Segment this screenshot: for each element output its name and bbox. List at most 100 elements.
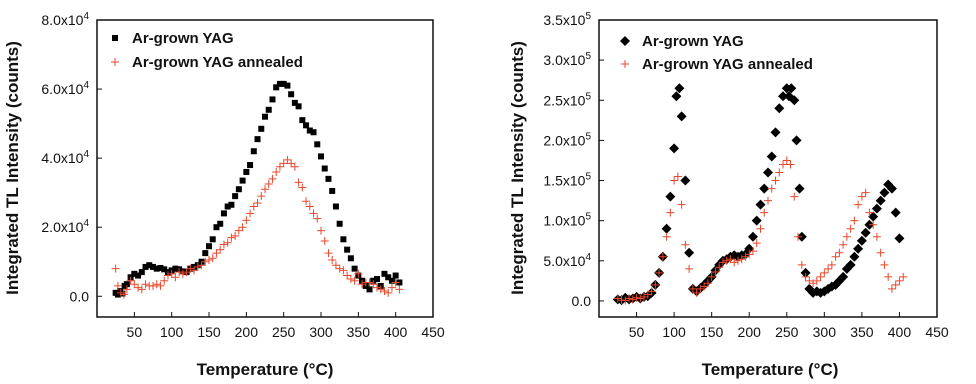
right-x-axis-label: Temperature (°C) xyxy=(702,360,839,379)
left-point-series2 xyxy=(294,177,304,187)
left-point-series2 xyxy=(155,281,165,291)
right-point-series2 xyxy=(887,284,897,294)
right-point-series2 xyxy=(677,200,687,210)
left-point-series2 xyxy=(159,276,169,286)
left-point-series1 xyxy=(265,106,272,113)
right-x-tick-label: 350 xyxy=(850,324,874,340)
left-point-series2 xyxy=(208,253,218,263)
right-point-series1 xyxy=(684,247,695,258)
left-point-series1 xyxy=(284,82,291,89)
left-x-tick-label: 50 xyxy=(127,324,143,340)
right-point-series1 xyxy=(671,91,682,102)
left-point-series1 xyxy=(340,236,347,243)
right-y-tick-label: 5.0x104 xyxy=(543,252,591,269)
right-point-series1 xyxy=(770,127,781,138)
right-point-series2 xyxy=(759,208,769,218)
right-point-series2 xyxy=(673,172,683,182)
left-point-series2 xyxy=(204,255,214,265)
left-point-series2 xyxy=(211,248,221,258)
left-x-tick-label: 250 xyxy=(272,324,296,340)
right-x-tick-label: 300 xyxy=(813,324,837,340)
right-point-series1 xyxy=(669,143,680,154)
left-point-series1 xyxy=(303,122,310,129)
right-x-tick-label: 250 xyxy=(775,324,799,340)
chart-left: 50 100 150 200 250 300 350 400 450 0.0 2.0x104 4.0x… xyxy=(3,11,445,379)
right-point-series2 xyxy=(684,264,694,274)
left-point-series1 xyxy=(344,246,351,253)
left-point-series1 xyxy=(329,187,336,194)
left-point-series2 xyxy=(249,201,259,211)
right-point-series2 xyxy=(834,248,844,258)
right-point-series2 xyxy=(755,224,765,234)
right-point-series2 xyxy=(819,268,829,278)
left-point-series2 xyxy=(383,288,393,298)
left-point-series1 xyxy=(250,148,257,155)
left-point-series2 xyxy=(226,233,236,243)
left-point-series1 xyxy=(336,220,343,227)
left-point-series2 xyxy=(331,260,341,270)
right-point-series2 xyxy=(680,240,690,250)
right-legend-label-annealed: Ar-grown YAG annealed xyxy=(642,56,813,73)
left-point-series1 xyxy=(366,286,373,293)
left-x-tick-label: 100 xyxy=(160,324,184,340)
left-legend: Ar-grown YAG Ar-grown YAG annealed xyxy=(110,30,303,71)
left-point-series2 xyxy=(305,201,315,211)
left-point-series2 xyxy=(309,208,319,218)
right-y-axis-label: Integrated TL Intensity (counts) xyxy=(508,41,527,295)
right-point-series1 xyxy=(674,83,685,94)
right-point-series2 xyxy=(846,224,856,234)
right-x-tick-label: 150 xyxy=(700,324,724,340)
left-x-tick-label: 350 xyxy=(347,324,371,340)
right-point-series1 xyxy=(894,233,905,244)
left-legend-marker-ar-grown xyxy=(112,35,118,41)
left-point-series1 xyxy=(119,290,126,297)
right-y-tick-label: 0.0 xyxy=(572,293,592,309)
right-x-tick-label: 50 xyxy=(629,324,645,340)
left-point-series2 xyxy=(245,208,255,218)
left-point-series2 xyxy=(323,248,333,258)
right-point-series2 xyxy=(774,168,784,178)
left-point-series2 xyxy=(275,162,285,172)
right-point-series2 xyxy=(763,196,773,206)
right-point-series2 xyxy=(665,208,675,218)
left-y-tick-label: 0.0 xyxy=(70,288,90,304)
right-point-series2 xyxy=(767,184,777,194)
right-y-tick-label: 2.0x105 xyxy=(543,131,591,148)
left-point-series2 xyxy=(312,214,322,224)
left-point-series2 xyxy=(148,281,158,291)
right-point-series1 xyxy=(759,183,770,194)
left-point-series1 xyxy=(295,103,302,110)
left-x-tick-label: 200 xyxy=(235,324,259,340)
left-plot-frame xyxy=(96,19,434,318)
left-point-series1 xyxy=(332,203,339,210)
left-point-series1 xyxy=(288,91,295,98)
left-point-series1 xyxy=(351,265,358,272)
left-point-series1 xyxy=(299,117,306,124)
right-point-series1 xyxy=(680,175,691,186)
right-point-series2 xyxy=(662,232,672,242)
left-point-series1 xyxy=(374,276,380,283)
left-point-series2 xyxy=(282,155,292,165)
left-point-series2 xyxy=(264,179,274,189)
left-point-series2 xyxy=(394,284,404,294)
left-point-series1 xyxy=(239,177,246,184)
left-grid-ticks: 50 100 150 200 250 300 350 400 450 0.0 2.0x104 4.0x… xyxy=(41,11,445,340)
left-y-axis-label: Integrated TL Intensity (counts) xyxy=(3,41,22,295)
left-legend-label-ar-grown: Ar-grown YAG xyxy=(132,30,234,47)
left-point-series1 xyxy=(325,175,332,182)
right-y-tick-label: 2.5x105 xyxy=(543,91,591,108)
right-y-tick-label: 1.0x105 xyxy=(543,212,591,229)
right-point-series1 xyxy=(755,199,766,210)
left-point-series1 xyxy=(318,153,324,160)
left-point-series1 xyxy=(138,269,145,276)
left-point-series2 xyxy=(253,198,263,208)
left-legend-marker-annealed xyxy=(110,57,120,67)
right-point-series2 xyxy=(842,232,852,242)
left-x-tick-label: 150 xyxy=(197,324,221,340)
right-point-series2 xyxy=(786,159,796,169)
left-point-series2 xyxy=(223,238,233,248)
right-point-series2 xyxy=(654,268,664,278)
left-point-series2 xyxy=(256,191,266,201)
right-point-series2 xyxy=(879,260,889,270)
